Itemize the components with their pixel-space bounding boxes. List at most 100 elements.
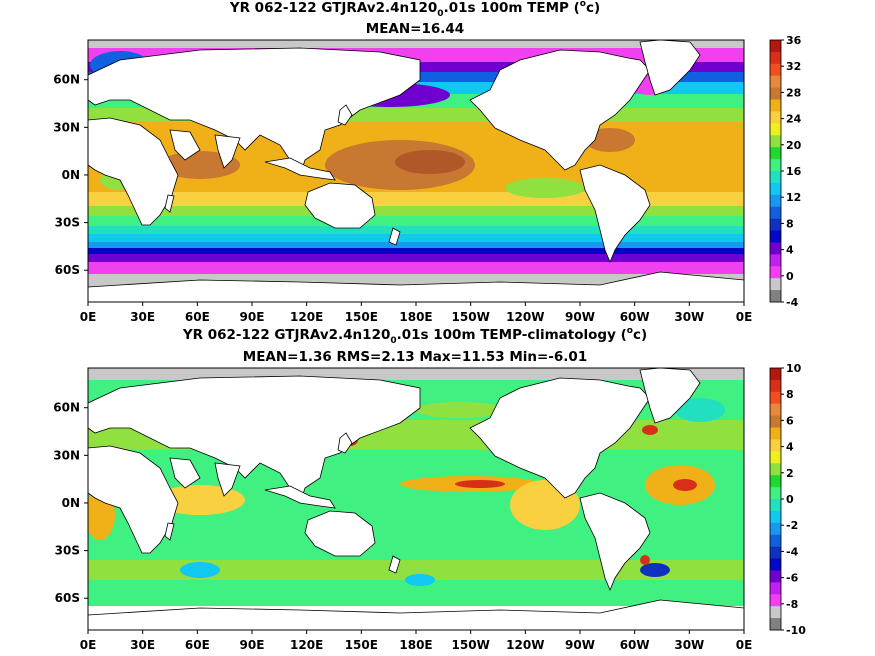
lon-tick-label: 0E xyxy=(736,638,753,652)
colorbar-label: -6 xyxy=(786,572,799,585)
lon-tick-label: 60E xyxy=(185,310,210,324)
lon-tick-label: 150W xyxy=(452,638,490,652)
colorbar-swatch xyxy=(770,403,781,417)
colorbar-label: 24 xyxy=(786,113,802,126)
colorbar-swatch xyxy=(770,266,781,279)
lon-tick-label: 120W xyxy=(506,638,544,652)
colorbar-swatch xyxy=(770,135,781,148)
panel-top: YR 062-122 GTJRAv2.4n1200.01s 100m TEMP … xyxy=(53,0,801,324)
anomaly-map xyxy=(88,368,744,630)
lon-tick-label: 60W xyxy=(620,638,650,652)
colorbar-swatch xyxy=(770,290,781,303)
colorbar-label: 12 xyxy=(786,191,801,204)
colorbar-swatch xyxy=(770,63,781,77)
latitude-axis: 60N 30N 0N 30S 60S xyxy=(53,73,88,277)
colorbar-label: 0 xyxy=(786,493,794,506)
colorbar-swatch xyxy=(770,558,781,571)
lon-tick-label: 0E xyxy=(736,310,753,324)
colorbar-swatch xyxy=(770,75,781,89)
lon-tick-label: 60E xyxy=(185,638,210,652)
lon-tick-label: 60W xyxy=(620,310,650,324)
lon-tick-label: 120E xyxy=(290,638,323,652)
colorbar-swatch xyxy=(770,594,781,607)
lat-tick-label: 30N xyxy=(53,120,80,134)
colorbar-swatch xyxy=(770,182,781,196)
lon-tick-label: 90W xyxy=(565,638,595,652)
colorbar-label: 28 xyxy=(786,86,801,99)
colorbar-swatch xyxy=(770,439,781,452)
lon-tick-label: 90W xyxy=(565,310,595,324)
colorbar-swatch xyxy=(770,51,781,65)
lon-tick-label: 150E xyxy=(345,310,378,324)
colorbar-label: 4 xyxy=(786,244,794,257)
lon-tick-label: 30W xyxy=(674,310,704,324)
colorbar-label: 0 xyxy=(786,270,794,283)
colorbar-swatch xyxy=(770,582,781,595)
lat-tick-label: 30S xyxy=(55,216,80,230)
colorbar-swatch xyxy=(770,368,781,381)
lon-tick-label: 30E xyxy=(130,638,155,652)
colorbar: 36 32 28 24 20 16 12 8 4 0 -4 xyxy=(769,34,802,309)
lat-tick-label: 60N xyxy=(53,73,80,87)
lon-tick-label: 30E xyxy=(130,310,155,324)
colorbar-swatch xyxy=(770,278,781,291)
lat-tick-label: 60S xyxy=(55,263,80,277)
lon-tick-label: 120W xyxy=(506,310,544,324)
colorbar-swatch xyxy=(770,206,781,220)
colorbar-swatch xyxy=(770,254,781,267)
colorbar-label: 10 xyxy=(786,362,802,375)
colorbar-label: 8 xyxy=(786,217,794,230)
lon-tick-label: 180E xyxy=(399,310,432,324)
latitude-axis: 60N 30N 0N 30S 60S xyxy=(53,401,88,605)
colorbar-label: 20 xyxy=(786,139,802,152)
colorbar-swatch xyxy=(770,242,781,255)
colorbar-swatch xyxy=(770,463,781,476)
temperature-map xyxy=(88,40,744,302)
colorbar-swatch xyxy=(770,391,781,405)
colorbar-swatch xyxy=(770,147,781,160)
longitude-axis: 0E 30E 60E 90E 120E 150E 180E 150W 120W 90W 60W 30W… xyxy=(80,630,753,652)
colorbar-swatch xyxy=(770,427,781,440)
colorbar-swatch xyxy=(770,40,781,53)
panel-title: YR 062-122 GTJRAv2.4n1200.01s 100m TEMP-… xyxy=(182,326,647,346)
lon-tick-label: 90E xyxy=(240,638,265,652)
colorbar-swatch xyxy=(770,123,781,136)
colorbar-label: -2 xyxy=(786,519,798,532)
lon-tick-label: 90E xyxy=(240,310,265,324)
colorbar-swatch xyxy=(770,534,781,548)
colorbar-swatch xyxy=(770,510,781,524)
lat-tick-label: 60S xyxy=(55,591,80,605)
lat-tick-label: 30S xyxy=(55,544,80,558)
colorbar-label: 8 xyxy=(786,388,794,401)
lon-tick-label: 150E xyxy=(345,638,378,652)
colorbar-label: 16 xyxy=(786,165,802,178)
colorbar-label: 2 xyxy=(786,467,794,480)
lon-tick-label: 120E xyxy=(290,310,323,324)
panel-stats: MEAN=16.44 xyxy=(366,21,464,37)
colorbar-swatch xyxy=(770,618,781,631)
colorbar-swatch xyxy=(770,499,781,512)
colorbar-label: 32 xyxy=(786,60,801,73)
lat-tick-label: 60N xyxy=(53,401,80,415)
colorbar-label: -4 xyxy=(786,545,799,558)
colorbar-swatch xyxy=(770,379,781,393)
panel-bottom: YR 062-122 GTJRAv2.4n1200.01s 100m TEMP-… xyxy=(53,326,806,652)
colorbar-swatch xyxy=(770,415,781,429)
lat-tick-label: 30N xyxy=(53,448,80,462)
colorbar-swatch xyxy=(770,194,781,208)
colorbar-swatch xyxy=(770,230,781,243)
colorbar-label: -4 xyxy=(786,296,799,309)
colorbar-swatch xyxy=(770,606,781,619)
colorbar-label: 36 xyxy=(786,34,802,47)
panel-title: YR 062-122 GTJRAv2.4n1200.01s 100m TEMP … xyxy=(229,0,600,19)
lon-tick-label: 0E xyxy=(80,310,97,324)
colorbar-swatch xyxy=(770,570,781,583)
colorbar-swatch xyxy=(770,475,781,488)
longitude-axis: 0E 30E 60E 90E 120E 150E 180E 150W 120W 90W 60W 30W… xyxy=(80,302,753,324)
lat-tick-label: 0N xyxy=(62,168,80,182)
colorbar-swatch xyxy=(770,487,781,500)
colorbar: 10 8 6 4 2 0 -2 -4 -6 -8 -10 xyxy=(769,362,806,637)
colorbar-label: -10 xyxy=(786,624,806,637)
lon-tick-label: 180E xyxy=(399,638,432,652)
